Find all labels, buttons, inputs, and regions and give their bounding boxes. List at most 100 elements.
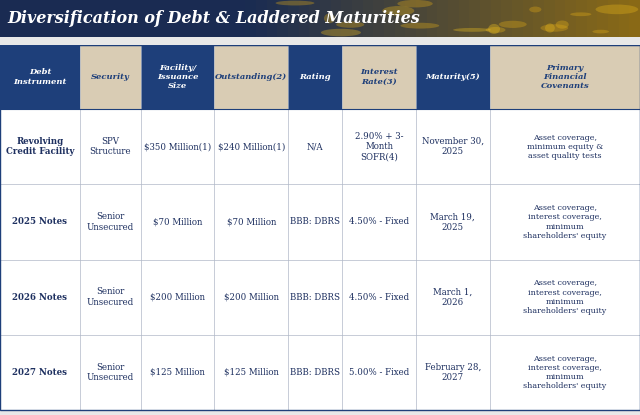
Text: 2.90% + 3-
Month
SOFR(4): 2.90% + 3- Month SOFR(4) — [355, 132, 403, 162]
Bar — [469, 0, 481, 37]
Text: $70 Million: $70 Million — [227, 217, 276, 227]
Bar — [288, 45, 342, 109]
Bar — [11, 0, 22, 37]
Bar — [320, 0, 332, 37]
Text: Diversification of Debt & Laddered Maturities: Diversification of Debt & Laddered Matur… — [8, 10, 420, 27]
Text: Outstanding(2): Outstanding(2) — [215, 73, 287, 81]
Text: February 28,
2027: February 28, 2027 — [424, 363, 481, 382]
Bar — [619, 0, 630, 37]
Bar — [448, 0, 460, 37]
Bar — [405, 0, 417, 37]
Text: Senior
Unsecured: Senior Unsecured — [87, 363, 134, 382]
Ellipse shape — [529, 7, 541, 12]
Bar — [373, 0, 385, 37]
Bar — [43, 0, 54, 37]
Ellipse shape — [488, 24, 500, 34]
Bar — [395, 0, 406, 37]
Text: Security: Security — [91, 73, 130, 81]
Ellipse shape — [499, 21, 527, 28]
Text: Maturity(5): Maturity(5) — [426, 73, 480, 81]
Text: Asset coverage,
interest coverage,
minimum
shareholders' equity: Asset coverage, interest coverage, minim… — [523, 354, 607, 390]
Bar — [437, 0, 449, 37]
Bar — [214, 45, 288, 109]
Bar — [565, 0, 577, 37]
Text: Debt
Instrument: Debt Instrument — [13, 68, 67, 85]
Bar — [544, 0, 556, 37]
Bar — [80, 45, 141, 109]
Text: 5.00% - Fixed: 5.00% - Fixed — [349, 368, 410, 377]
Ellipse shape — [453, 28, 491, 32]
Text: March 1,
2026: March 1, 2026 — [433, 288, 472, 307]
Bar — [160, 0, 172, 37]
Ellipse shape — [556, 20, 569, 29]
Bar — [213, 0, 225, 37]
Bar — [21, 0, 33, 37]
Text: 2025 Notes: 2025 Notes — [13, 217, 67, 227]
Text: Interest
Rate(3): Interest Rate(3) — [360, 68, 398, 85]
Bar — [85, 0, 97, 37]
Bar — [203, 0, 214, 37]
Bar — [587, 0, 598, 37]
Bar — [96, 0, 108, 37]
Bar — [490, 45, 640, 109]
Text: $125 Million: $125 Million — [224, 368, 278, 377]
Text: 2027 Notes: 2027 Notes — [13, 368, 67, 377]
Bar — [416, 45, 490, 109]
Bar — [0, 45, 640, 410]
Text: Facility/
Issuance
Size: Facility/ Issuance Size — [157, 64, 198, 90]
Bar — [235, 0, 246, 37]
Bar — [608, 0, 620, 37]
Ellipse shape — [321, 29, 361, 37]
Bar — [0, 184, 640, 260]
Text: Senior
Unsecured: Senior Unsecured — [87, 212, 134, 232]
Text: Revolving
Credit Facility: Revolving Credit Facility — [6, 137, 74, 156]
Text: Senior
Unsecured: Senior Unsecured — [87, 288, 134, 307]
Bar — [523, 0, 534, 37]
Ellipse shape — [545, 24, 555, 32]
Ellipse shape — [336, 22, 364, 28]
Text: 4.50% - Fixed: 4.50% - Fixed — [349, 217, 409, 227]
Text: $240 Million(1): $240 Million(1) — [218, 142, 285, 151]
Text: November 30,
2025: November 30, 2025 — [422, 137, 484, 156]
Bar — [576, 0, 588, 37]
Bar — [331, 0, 342, 37]
Bar — [75, 0, 86, 37]
Bar — [139, 0, 150, 37]
Bar — [299, 0, 310, 37]
Bar — [0, 109, 640, 184]
Bar — [181, 0, 193, 37]
Text: N/A: N/A — [307, 142, 323, 151]
Ellipse shape — [593, 30, 609, 33]
Bar — [0, 260, 640, 335]
Text: Asset coverage,
minimum equity &
asset quality tests: Asset coverage, minimum equity & asset q… — [527, 134, 603, 160]
Bar — [32, 0, 44, 37]
Bar — [491, 0, 502, 37]
Text: Asset coverage,
interest coverage,
minimum
shareholders' equity: Asset coverage, interest coverage, minim… — [523, 279, 607, 315]
Bar — [277, 0, 289, 37]
Bar — [342, 45, 416, 109]
Bar — [459, 0, 470, 37]
Ellipse shape — [382, 6, 414, 16]
Text: $350 Million(1): $350 Million(1) — [144, 142, 211, 151]
Ellipse shape — [324, 14, 335, 23]
Bar — [309, 0, 321, 37]
Bar — [384, 0, 396, 37]
Bar — [245, 0, 257, 37]
Bar — [149, 0, 161, 37]
Text: $200 Million: $200 Million — [224, 293, 278, 302]
Text: BBB: DBRS: BBB: DBRS — [290, 217, 340, 227]
Text: BBB: DBRS: BBB: DBRS — [290, 368, 340, 377]
Bar — [416, 0, 428, 37]
Bar — [501, 0, 513, 37]
Bar — [629, 0, 640, 37]
Bar — [141, 45, 214, 109]
Bar — [117, 0, 129, 37]
Bar — [224, 0, 236, 37]
Bar — [64, 0, 76, 37]
Ellipse shape — [541, 24, 568, 32]
Bar — [53, 0, 65, 37]
Bar — [427, 0, 438, 37]
Bar — [512, 0, 524, 37]
Ellipse shape — [596, 5, 638, 14]
Ellipse shape — [570, 12, 591, 16]
